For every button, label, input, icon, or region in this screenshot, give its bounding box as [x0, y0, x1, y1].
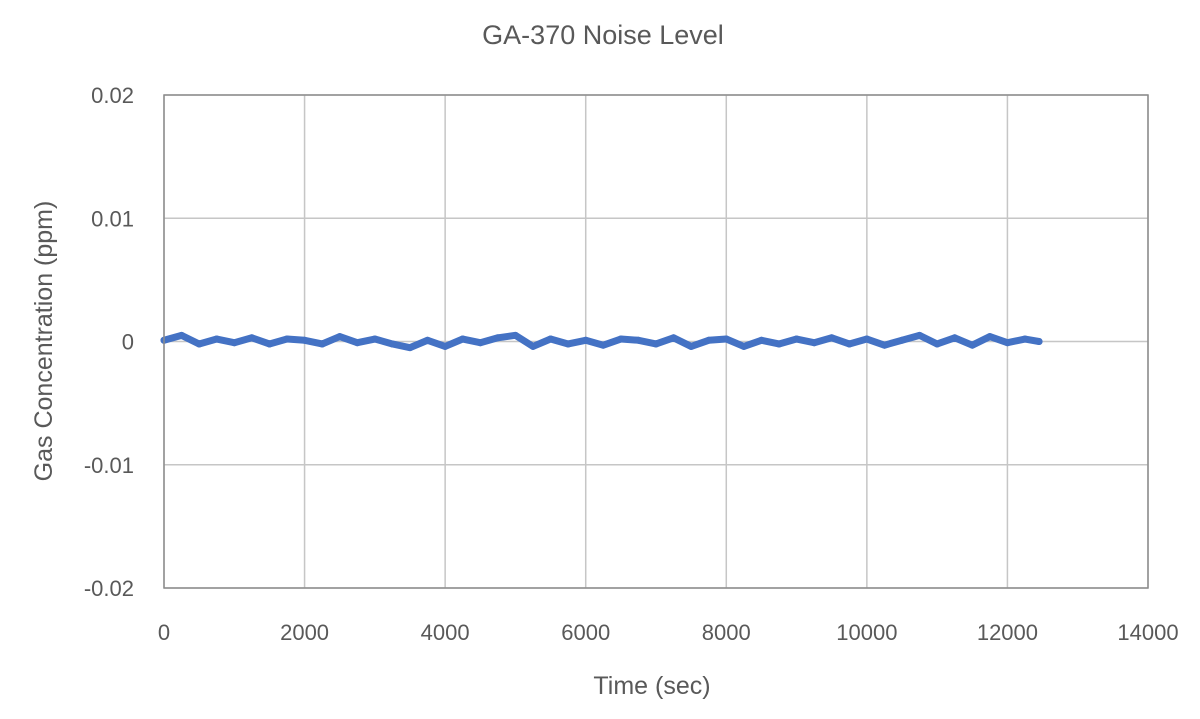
x-tick-label: 14000	[1117, 620, 1178, 645]
data-point	[265, 340, 273, 348]
plot-area-border	[163, 94, 1149, 589]
x-tick-label: 8000	[702, 620, 751, 645]
data-point	[617, 335, 625, 343]
y-tick-labels: 0.02 0.01 0 -0.01 -0.02	[84, 83, 134, 601]
x-tick-labels: 0 2000 4000 6000 8000 10000 12000 14000	[158, 620, 1179, 645]
data-point	[634, 336, 642, 344]
data-point	[336, 333, 344, 341]
data-point	[863, 335, 871, 343]
data-point	[793, 335, 801, 343]
y-tick-label: -0.02	[84, 576, 134, 601]
data-point	[898, 336, 906, 344]
data-point	[195, 340, 203, 348]
data-point	[757, 336, 765, 344]
y-tick-label: 0	[122, 330, 134, 355]
data-point	[441, 342, 449, 350]
data-point	[213, 335, 221, 343]
data-point	[494, 334, 502, 342]
data-point	[670, 334, 678, 342]
data-point	[564, 340, 572, 348]
data-point	[388, 340, 396, 348]
x-tick-label: 0	[158, 620, 170, 645]
y-axis-label: Gas Concentration (ppm)	[30, 201, 58, 482]
data-point	[828, 334, 836, 342]
data-point	[933, 340, 941, 348]
x-tick-label: 4000	[421, 620, 470, 645]
data-point	[951, 334, 959, 342]
data-point	[968, 341, 976, 349]
data-point	[547, 335, 555, 343]
data-point	[424, 336, 432, 344]
data-point	[740, 342, 748, 350]
data-point	[529, 342, 537, 350]
data-point	[353, 339, 361, 347]
x-tick-label: 10000	[836, 620, 897, 645]
y-tick-label: -0.01	[84, 453, 134, 478]
data-point	[230, 339, 238, 347]
data-point	[283, 335, 291, 343]
data-point	[1021, 335, 1029, 343]
data-point	[880, 341, 888, 349]
data-point	[652, 340, 660, 348]
data-point	[1003, 339, 1011, 347]
x-axis-label: Time (sec)	[593, 672, 710, 700]
data-point	[582, 336, 590, 344]
y-tick-label: 0.02	[91, 83, 134, 108]
data-point	[178, 331, 186, 339]
data-point	[459, 335, 467, 343]
chart-title: GA-370 Noise Level	[482, 20, 724, 50]
data-point	[722, 335, 730, 343]
data-point	[986, 333, 994, 341]
data-point	[371, 335, 379, 343]
data-point	[916, 331, 924, 339]
data-point	[301, 336, 309, 344]
data-point	[406, 344, 414, 352]
data-point	[775, 340, 783, 348]
data-point	[1035, 338, 1043, 345]
data-point	[248, 334, 256, 342]
x-tick-label: 12000	[977, 620, 1038, 645]
data-point	[687, 342, 695, 350]
data-point	[705, 336, 713, 344]
data-point	[511, 331, 519, 339]
data-point	[599, 341, 607, 349]
series-group	[160, 331, 1043, 352]
data-point	[476, 339, 484, 347]
y-tick-label: 0.01	[91, 206, 134, 231]
data-point	[318, 340, 326, 348]
x-tick-label: 2000	[280, 620, 329, 645]
x-tick-label: 6000	[561, 620, 610, 645]
data-point	[845, 340, 853, 348]
data-point	[810, 339, 818, 347]
